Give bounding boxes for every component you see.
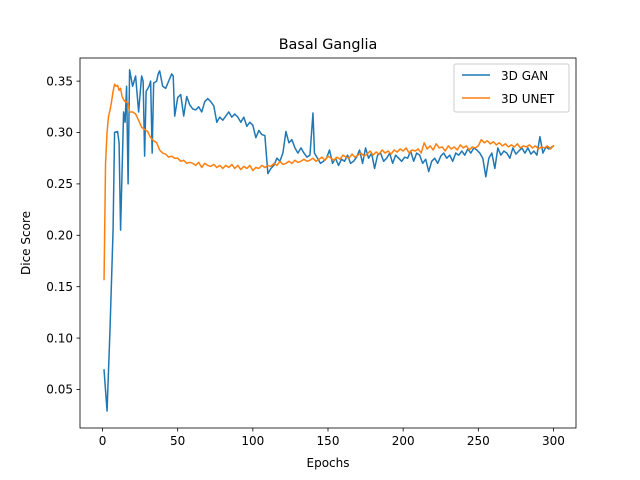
y-tick-label: 0.20	[46, 228, 73, 242]
y-axis-ticks: 0.05 0.10 0.15 0.20 0.25 0.30 0.35	[46, 74, 80, 397]
x-axis-label: Epochs	[307, 456, 350, 470]
x-tick-label: 100	[241, 434, 264, 448]
y-axis-label: Dice Score	[19, 211, 33, 275]
y-tick-label: 0.30	[46, 126, 73, 140]
x-tick-label: 50	[170, 434, 185, 448]
chart-title: Basal Ganglia	[279, 37, 378, 53]
y-tick-label: 0.25	[46, 177, 73, 191]
legend-label-3d-gan: 3D GAN	[501, 69, 548, 83]
y-tick-label: 0.35	[46, 74, 73, 88]
series-line-3d-gan	[103, 69, 555, 412]
y-tick-label: 0.05	[46, 383, 73, 397]
x-tick-label: 300	[542, 434, 565, 448]
legend: 3D GAN 3D UNET	[453, 63, 570, 113]
x-tick-label: 200	[392, 434, 415, 448]
x-tick-label: 150	[317, 434, 340, 448]
x-tick-label: 0	[99, 434, 107, 448]
series-line-3d-unet	[103, 83, 555, 281]
y-tick-label: 0.10	[46, 331, 73, 345]
legend-box	[453, 63, 570, 113]
plot-area	[79, 57, 577, 429]
axes-background	[80, 58, 576, 428]
x-axis-ticks: 0 50 100 150 200 250 300	[99, 428, 565, 448]
legend-label-3d-unet: 3D UNET	[501, 92, 555, 106]
y-tick-label: 0.15	[46, 280, 73, 294]
x-tick-label: 250	[467, 434, 490, 448]
lines-layer	[103, 69, 555, 412]
